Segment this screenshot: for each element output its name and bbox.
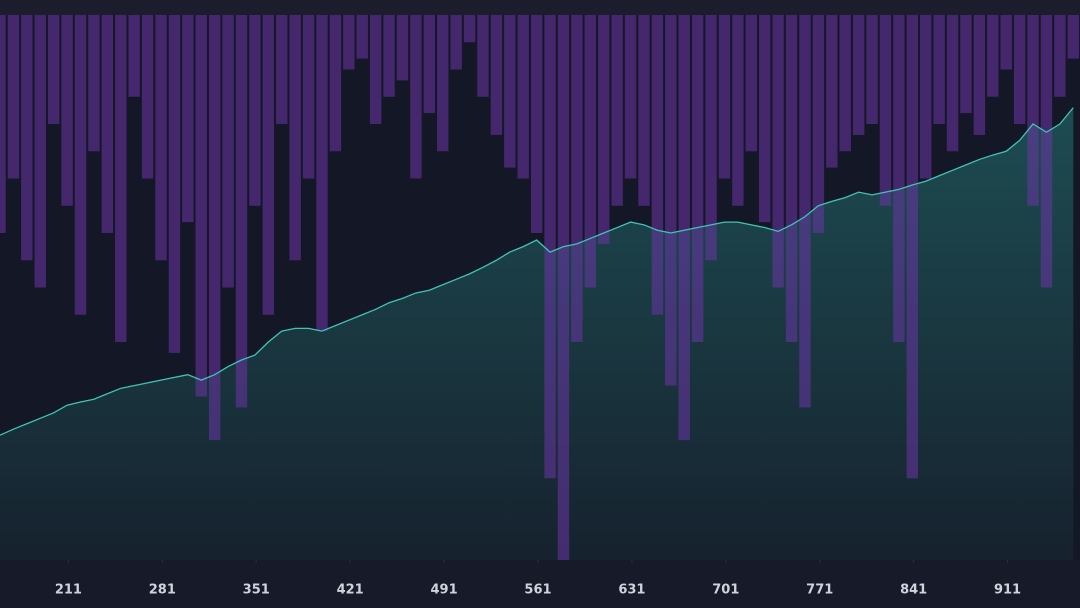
drawdown-bar xyxy=(960,15,972,114)
drawdown-bar xyxy=(302,15,315,179)
drawdown-bar xyxy=(276,15,288,124)
x-tick-label: 281 xyxy=(149,583,176,598)
drawdown-bar xyxy=(21,15,33,261)
top-strip xyxy=(0,0,1080,15)
drawdown-bar xyxy=(155,15,167,261)
drawdown-bar xyxy=(47,15,60,124)
x-tick-label: 351 xyxy=(243,583,270,598)
drawdown-bar xyxy=(437,15,449,152)
drawdown-bar xyxy=(638,15,650,206)
drawdown-bar xyxy=(852,15,865,135)
drawdown-bar xyxy=(208,15,221,441)
drawdown-bar xyxy=(946,15,959,152)
drawdown-bar xyxy=(665,15,677,386)
x-tick-label: 421 xyxy=(337,583,364,598)
drawdown-bar xyxy=(785,15,798,342)
drawdown-bar xyxy=(61,15,73,206)
drawdown-bar xyxy=(128,15,140,97)
drawdown-bar xyxy=(74,15,87,315)
drawdown-bar xyxy=(0,15,6,233)
drawdown-bar xyxy=(101,15,114,233)
drawdown-bar xyxy=(987,15,999,97)
drawdown-bar xyxy=(88,15,100,152)
drawdown-bar xyxy=(329,15,342,152)
x-tick-label: 211 xyxy=(55,583,82,598)
x-tick-label: 491 xyxy=(431,583,458,598)
drawdown-bar xyxy=(611,15,623,206)
drawdown-bar xyxy=(1027,15,1039,206)
drawdown-bar xyxy=(1013,15,1026,124)
drawdown-bar xyxy=(517,15,529,179)
drawdown-bar xyxy=(7,15,20,179)
drawdown-bar xyxy=(168,15,181,353)
drawdown-bar xyxy=(745,15,758,152)
drawdown-bar xyxy=(1067,15,1079,59)
drawdown-bar xyxy=(973,15,986,135)
drawdown-bar xyxy=(759,15,771,223)
x-axis-strip xyxy=(0,560,1080,608)
x-tick-label: 631 xyxy=(618,583,645,598)
drawdown-bar xyxy=(718,15,731,179)
drawdown-bar xyxy=(571,15,583,342)
drawdown-bar xyxy=(799,15,811,408)
drawdown-bar xyxy=(893,15,905,342)
drawdown-bar xyxy=(34,15,46,288)
drawdown-bar xyxy=(678,15,690,441)
drawdown-bar xyxy=(289,15,301,261)
drawdown-bar xyxy=(879,15,892,206)
drawdown-bar xyxy=(490,15,503,135)
drawdown-bar xyxy=(1000,15,1012,70)
x-tick-label: 561 xyxy=(524,583,551,598)
drawdown-bar xyxy=(906,15,919,479)
drawdown-bar xyxy=(369,15,382,124)
drawdown-bar xyxy=(450,15,462,70)
drawdown-bar xyxy=(920,15,932,179)
drawdown-bar xyxy=(477,15,489,97)
drawdown-bar xyxy=(249,15,261,206)
drawdown-bar xyxy=(826,15,838,168)
drawdown-bar xyxy=(866,15,878,124)
x-tick-label: 841 xyxy=(900,583,927,598)
drawdown-bar xyxy=(624,15,637,179)
drawdown-bar xyxy=(651,15,664,315)
equity-line xyxy=(0,107,1074,436)
x-tick-label: 701 xyxy=(712,583,739,598)
drawdown-bar xyxy=(530,15,543,233)
drawdown-bar xyxy=(356,15,368,59)
drawdown-bar xyxy=(343,15,355,70)
drawdown-bar xyxy=(383,15,395,97)
drawdown-bar xyxy=(396,15,409,81)
drawdown-bar xyxy=(933,15,945,124)
drawdown-bar xyxy=(195,15,207,397)
drawdown-bar xyxy=(504,15,516,168)
drawdown-bar xyxy=(1040,15,1053,288)
x-tick-label: 911 xyxy=(994,583,1021,598)
drawdown-bar xyxy=(772,15,784,288)
drawdown-bar xyxy=(423,15,436,114)
drawdown-bar xyxy=(544,15,556,479)
drawdown-bar xyxy=(141,15,154,179)
drawdown-bar xyxy=(732,15,744,206)
drawdown-bar xyxy=(316,15,328,332)
drawdown-bar xyxy=(182,15,194,223)
drawdown-bar xyxy=(839,15,851,152)
drawdown-bar xyxy=(262,15,275,315)
drawdown-bar xyxy=(584,15,597,288)
drawdown-bar xyxy=(410,15,422,179)
drawdown-bar xyxy=(1054,15,1066,97)
drawdown-bar xyxy=(235,15,248,408)
drawdown-bar xyxy=(557,15,570,560)
drawdown-bar xyxy=(598,15,610,244)
drawdown-bar xyxy=(463,15,476,43)
drawdown-bar xyxy=(812,15,825,233)
drawdown-bar xyxy=(691,15,704,342)
drawdown-bar xyxy=(115,15,127,342)
drawdown-bar xyxy=(222,15,234,288)
drawdown-bar xyxy=(705,15,717,261)
x-tick-label: 771 xyxy=(806,583,833,598)
